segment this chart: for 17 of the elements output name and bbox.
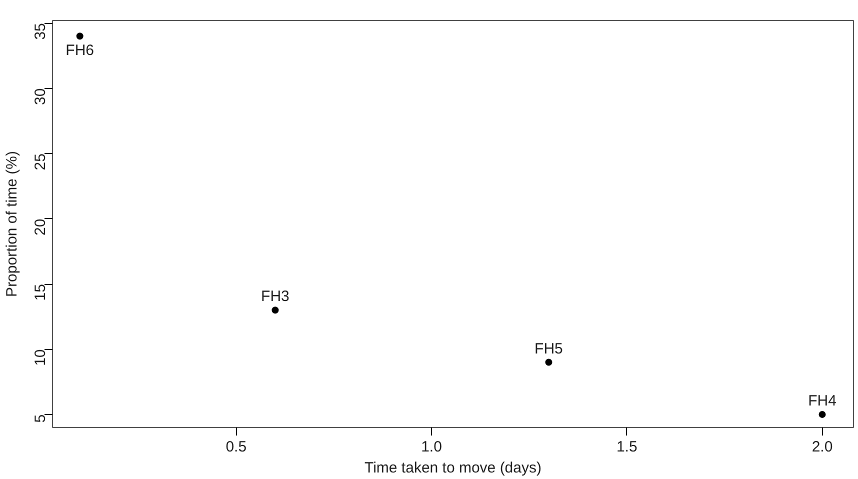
y-tick-label: 25 — [32, 154, 49, 170]
annotation: FH4 — [808, 392, 836, 410]
x-tick-label: 1.0 — [421, 438, 442, 456]
x-tick-label: 1.5 — [616, 438, 638, 456]
annotation: FH5 — [534, 340, 563, 358]
annotation: FH3 — [261, 288, 290, 306]
y-tick-label: 30 — [32, 88, 49, 106]
y-tick-label: 5 — [32, 414, 49, 423]
y-axis-title: Proportion of time (%) — [4, 151, 20, 297]
y-tick-label: 20 — [32, 218, 49, 236]
x-tick-label: 0.5 — [226, 438, 247, 456]
x-axis-title: Time taken to move (days) — [364, 460, 542, 476]
y-tick-label: 35 — [32, 23, 49, 40]
x-tick-label: 2.0 — [812, 438, 833, 456]
y-tick-label: 10 — [32, 349, 49, 366]
y-tick-label: 15 — [32, 284, 49, 301]
annotation: FH6 — [66, 42, 94, 60]
